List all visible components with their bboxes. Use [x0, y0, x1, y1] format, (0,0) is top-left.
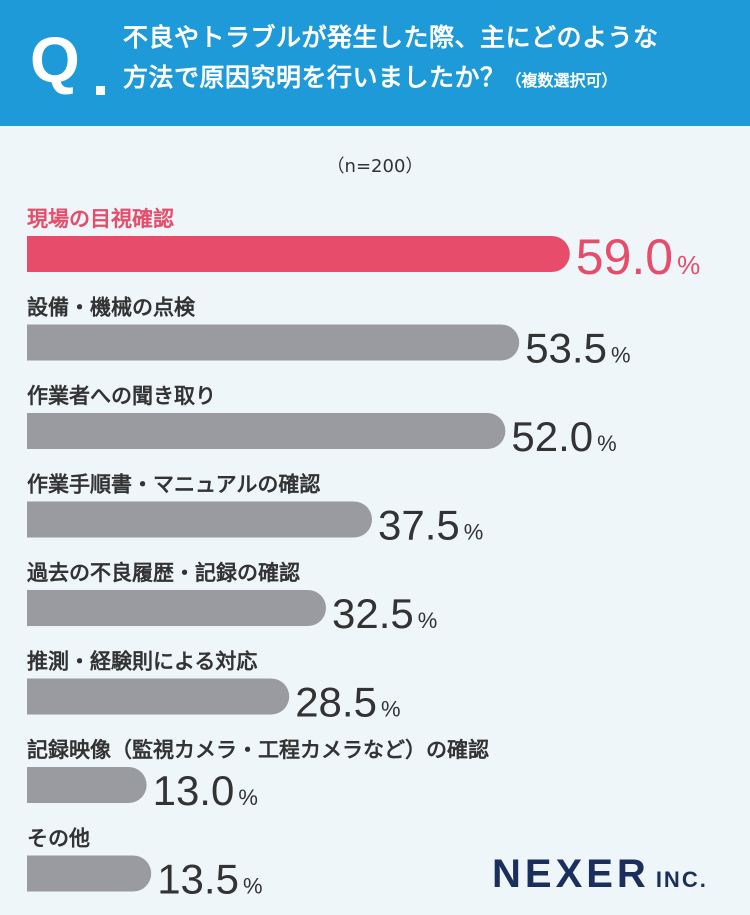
bar: [27, 413, 506, 449]
category-label: 記録映像（監視カメラ・工程カメラなど）の確認: [27, 738, 489, 762]
value-label: 32.5%: [332, 590, 437, 637]
bar-left-edge: [27, 678, 45, 715]
logo-suffix: INC.: [655, 867, 708, 892]
value-label: 13.5%: [157, 856, 262, 903]
category-label: 作業手順書・マニュアルの確認: [27, 473, 320, 497]
bar: [27, 590, 326, 626]
question-mark: Q: [30, 24, 80, 96]
category-label: 過去の不良履歴・記録の確認: [27, 561, 300, 585]
value-label: 28.5%: [295, 679, 400, 726]
question-text-line-2: 方法で原因究明を行いましたか？（複数選択可）: [123, 62, 618, 97]
question-note: （複数選択可）: [505, 71, 618, 90]
nexer-logo: NEXER INC.: [492, 852, 708, 905]
question-header: Q 不良やトラブルが発生した際、主にどのような 方法で原因究明を行いましたか？（…: [0, 0, 750, 126]
bar-left-edge: [27, 590, 45, 626]
logo-wordmark: NEXER: [492, 852, 650, 896]
bar-left-edge: [27, 413, 45, 449]
sample-size-label: （n=200）: [326, 156, 424, 177]
category-label: その他: [27, 827, 90, 851]
value-label: 53.5%: [525, 325, 630, 372]
value-label: 13.0%: [153, 767, 258, 814]
bar: [27, 501, 372, 538]
category-label: 現場の目視確認: [27, 207, 174, 231]
bar: [27, 855, 152, 892]
question-text-line-1: 不良やトラブルが発生した際、主にどのような: [123, 23, 659, 52]
bar-left-edge: [27, 236, 45, 272]
bar: [27, 324, 520, 361]
bar-left-edge: [27, 767, 45, 803]
question-text-line-2-main: 方法で原因究明を行いましたか？: [123, 63, 506, 92]
category-label: 設備・機械の点検: [27, 296, 196, 320]
value-label: 37.5%: [378, 502, 483, 549]
value-label: 59.0%: [576, 229, 700, 285]
category-label: 推測・経験則による対応: [27, 650, 257, 674]
bar-left-edge: [27, 324, 45, 361]
bar: [27, 767, 147, 803]
category-label: 作業者への聞き取り: [27, 384, 216, 408]
bar-left-edge: [27, 855, 45, 892]
question-mark-dot: [96, 86, 105, 95]
value-label: 52.0%: [511, 413, 616, 460]
bar: [27, 236, 570, 272]
bar: [27, 678, 290, 715]
bar-left-edge: [27, 501, 45, 538]
